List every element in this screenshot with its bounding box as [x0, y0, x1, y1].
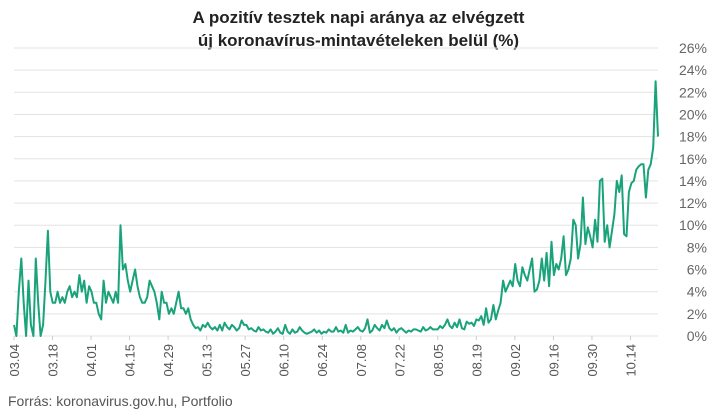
series-layer [13, 80, 659, 337]
x-tick-label: 04.29 [161, 344, 176, 377]
x-tick-label: 04.15 [123, 344, 138, 377]
y-axis-tick-labels: 0% 2% 4% 6% 8% 10% 12% 14% 16% 18% 20% 22% 24% 26% [679, 40, 707, 344]
x-tick-label: 07.08 [354, 344, 369, 377]
x-tick-label: 08.19 [469, 344, 484, 377]
x-tick-label: 06.24 [315, 344, 330, 377]
y-tick-label: 20% [679, 106, 707, 122]
y-tick-label: 26% [679, 40, 707, 56]
x-tick-label: 05.13 [200, 344, 215, 377]
y-tick-label: 12% [679, 195, 707, 211]
chart-title: A pozitív tesztek napi aránya az elvégze… [0, 6, 717, 52]
chart-title-line-1: A pozitív tesztek napi aránya az elvégze… [192, 8, 525, 27]
y-tick-label: 24% [679, 62, 707, 78]
x-tick-label: 06.10 [277, 344, 292, 377]
x-tick-label: 03.04 [7, 344, 22, 377]
source-note: Forrás: koronavirus.gov.hu, Portfolio [8, 393, 233, 409]
gridlines [14, 47, 658, 337]
x-axis-tick-labels: 03.04 03.18 04.01 04.15 04.29 05.13 05.27 06.10… [7, 336, 638, 377]
y-tick-label: 6% [687, 262, 707, 278]
y-tick-label: 4% [687, 284, 707, 300]
y-tick-label: 22% [679, 84, 707, 100]
x-tick-label: 10.14 [623, 344, 638, 377]
x-tick-label: 03.18 [46, 344, 61, 377]
y-tick-label: 18% [679, 129, 707, 145]
chart-title-line-2: új koronavírus-mintavételeken belül (%) [197, 31, 520, 50]
x-tick-label: 09.16 [546, 344, 561, 377]
y-tick-label: 0% [687, 328, 707, 344]
y-tick-label: 10% [679, 217, 707, 233]
y-tick-label: 16% [679, 151, 707, 167]
series-line [13, 80, 659, 337]
x-tick-label: 07.22 [392, 344, 407, 377]
y-tick-label: 8% [687, 239, 707, 255]
y-tick-label: 14% [679, 173, 707, 189]
x-tick-label: 05.27 [238, 344, 253, 377]
x-tick-label: 09.30 [585, 344, 600, 377]
x-tick-label: 08.05 [431, 344, 446, 377]
x-tick-label: 09.02 [508, 344, 523, 377]
x-tick-label: 04.01 [84, 344, 99, 377]
y-tick-label: 2% [687, 306, 707, 322]
